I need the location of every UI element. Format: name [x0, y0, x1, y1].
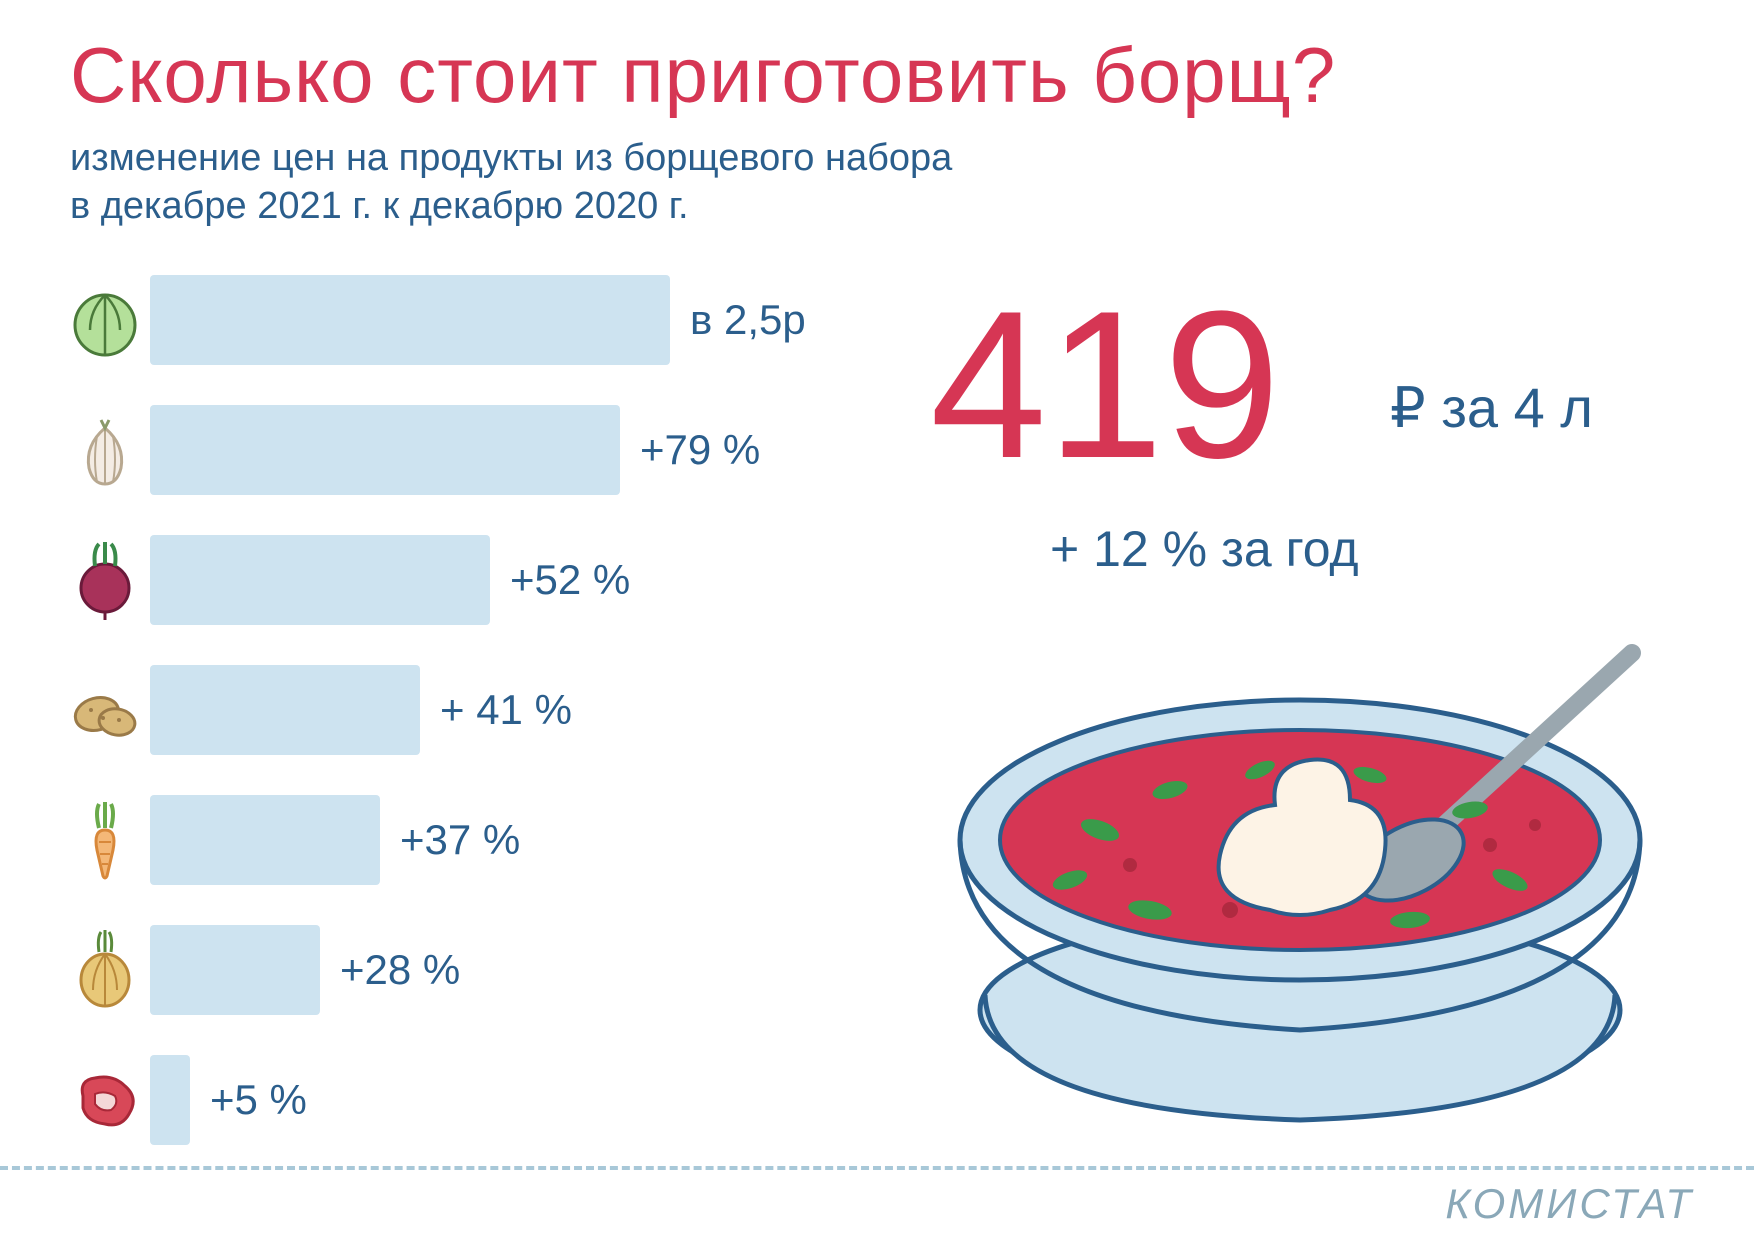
price-change-bar-chart: в 2,5р +79 % +52 % + 41 % +37 % +28 % +5 % [60, 260, 880, 1170]
beet-icon [60, 530, 150, 630]
carrot-icon [60, 790, 150, 890]
chart-row: +37 % [60, 780, 880, 900]
bar-label: в 2,5р [690, 296, 806, 344]
garlic-icon [60, 400, 150, 500]
headline-change: + 12 % за год [1050, 520, 1359, 578]
chart-row: +28 % [60, 910, 880, 1030]
bar-label: +52 % [510, 556, 630, 604]
onion-icon [60, 920, 150, 1020]
headline-unit: ₽ за 4 л [1390, 375, 1593, 441]
bar [150, 275, 670, 365]
bar [150, 925, 320, 1015]
meat-icon [60, 1050, 150, 1150]
subtitle-line-1: изменение цен на продукты из борщевого н… [70, 135, 952, 183]
bar-label: + 41 % [440, 686, 572, 734]
subtitle-line-2: в декабре 2021 г. к декабрю 2020 г. [70, 183, 952, 231]
subtitle: изменение цен на продукты из борщевого н… [70, 135, 952, 230]
chart-row: +52 % [60, 520, 880, 640]
bar [150, 795, 380, 885]
borscht-bowl-illustration [930, 610, 1690, 1130]
bar [150, 665, 420, 755]
bar [150, 1055, 190, 1145]
bar-label: +79 % [640, 426, 760, 474]
bar [150, 535, 490, 625]
source-label: КОМИСТАТ [1445, 1180, 1694, 1228]
cabbage-icon [60, 270, 150, 370]
chart-row: +79 % [60, 390, 880, 510]
chart-row: + 41 % [60, 650, 880, 770]
bar-label: +28 % [340, 946, 460, 994]
chart-row: в 2,5р [60, 260, 880, 380]
page-title: Сколько стоит приготовить борщ? [70, 30, 1336, 121]
bar-label: +5 % [210, 1076, 307, 1124]
bar [150, 405, 620, 495]
bar-label: +37 % [400, 816, 520, 864]
footer-divider [0, 1166, 1754, 1170]
potato-icon [60, 660, 150, 760]
chart-row: +5 % [60, 1040, 880, 1160]
headline-price: 419 [930, 280, 1280, 490]
